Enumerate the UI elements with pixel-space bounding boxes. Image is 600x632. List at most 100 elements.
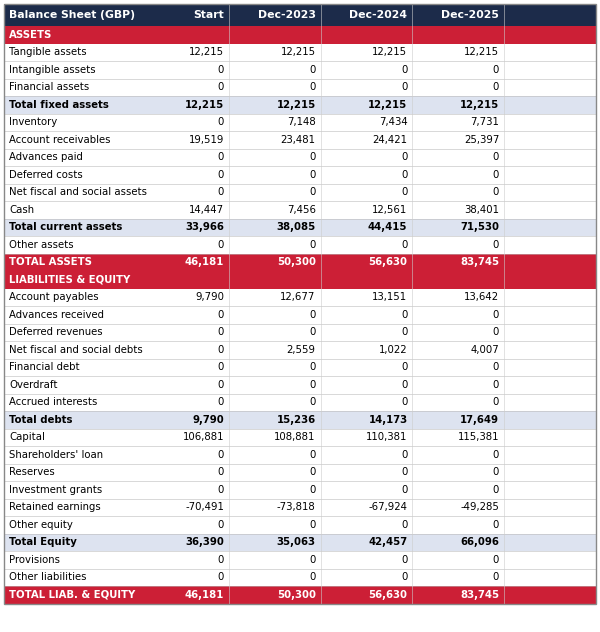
Text: 0: 0 [218, 310, 224, 320]
Text: 13,642: 13,642 [464, 292, 499, 302]
Text: Total fixed assets: Total fixed assets [9, 100, 109, 110]
Text: 0: 0 [310, 520, 316, 530]
Text: -73,818: -73,818 [277, 502, 316, 513]
Text: 0: 0 [493, 152, 499, 162]
Text: 13,151: 13,151 [373, 292, 407, 302]
Text: 0: 0 [493, 327, 499, 337]
Text: 35,063: 35,063 [277, 537, 316, 547]
Text: 0: 0 [493, 362, 499, 372]
Text: Financial debt: Financial debt [9, 362, 80, 372]
Text: 0: 0 [493, 572, 499, 582]
Text: 0: 0 [310, 152, 316, 162]
Text: Dec-2023: Dec-2023 [258, 10, 316, 20]
Text: 0: 0 [218, 398, 224, 407]
Text: 0: 0 [218, 520, 224, 530]
Text: 25,397: 25,397 [464, 135, 499, 145]
Text: 0: 0 [401, 398, 407, 407]
Bar [4, 376, 596, 394]
Text: 0: 0 [310, 64, 316, 75]
Text: 0: 0 [493, 187, 499, 197]
Text: 115,381: 115,381 [458, 432, 499, 442]
Text: 17,649: 17,649 [460, 415, 499, 425]
Text: 0: 0 [493, 310, 499, 320]
Text: -49,285: -49,285 [460, 502, 499, 513]
Text: Capital: Capital [9, 432, 45, 442]
Text: TOTAL ASSETS: TOTAL ASSETS [9, 257, 92, 267]
Text: 7,434: 7,434 [379, 118, 407, 127]
Text: 50,300: 50,300 [277, 590, 316, 600]
Text: Accrued interests: Accrued interests [9, 398, 97, 407]
Text: 0: 0 [493, 64, 499, 75]
Bar [4, 394, 596, 411]
Bar [4, 411, 596, 428]
Text: 0: 0 [401, 240, 407, 250]
Text: 0: 0 [401, 170, 407, 179]
Text: 0: 0 [401, 380, 407, 390]
Text: 83,745: 83,745 [460, 257, 499, 267]
Text: Other equity: Other equity [9, 520, 73, 530]
Bar [4, 481, 596, 499]
Text: 50,300: 50,300 [277, 257, 316, 267]
Text: 0: 0 [493, 520, 499, 530]
Bar [4, 288, 596, 306]
Text: Deferred costs: Deferred costs [9, 170, 83, 179]
Text: 1,022: 1,022 [379, 344, 407, 355]
Text: 0: 0 [401, 82, 407, 92]
Bar [4, 446, 596, 463]
Text: 0: 0 [310, 187, 316, 197]
Text: 0: 0 [218, 467, 224, 477]
Text: 71,530: 71,530 [460, 222, 499, 232]
Text: 12,215: 12,215 [373, 47, 407, 58]
Text: 7,731: 7,731 [470, 118, 499, 127]
Text: 12,215: 12,215 [189, 47, 224, 58]
Text: Other assets: Other assets [9, 240, 74, 250]
Text: Advances paid: Advances paid [9, 152, 83, 162]
Text: 0: 0 [493, 450, 499, 459]
Text: 0: 0 [218, 240, 224, 250]
Text: TOTAL LIAB. & EQUITY: TOTAL LIAB. & EQUITY [9, 590, 135, 600]
Bar [4, 149, 596, 166]
Bar [4, 96, 596, 114]
Text: 0: 0 [401, 485, 407, 495]
Text: Inventory: Inventory [9, 118, 57, 127]
Text: 0: 0 [310, 362, 316, 372]
Text: 0: 0 [310, 485, 316, 495]
Text: 19,519: 19,519 [188, 135, 224, 145]
Text: 12,215: 12,215 [277, 100, 316, 110]
Text: Shareholders' loan: Shareholders' loan [9, 450, 103, 459]
Text: 7,456: 7,456 [287, 205, 316, 215]
Bar [4, 26, 596, 44]
Text: 0: 0 [218, 555, 224, 565]
Text: 0: 0 [401, 555, 407, 565]
Text: 0: 0 [401, 572, 407, 582]
Text: 46,181: 46,181 [185, 590, 224, 600]
Bar [4, 306, 596, 324]
Text: 0: 0 [493, 380, 499, 390]
Text: 0: 0 [310, 310, 316, 320]
Bar [4, 166, 596, 183]
Text: 0: 0 [218, 82, 224, 92]
Text: 0: 0 [218, 362, 224, 372]
Text: 12,215: 12,215 [368, 100, 407, 110]
Text: 108,881: 108,881 [274, 432, 316, 442]
Bar [4, 131, 596, 149]
Text: 0: 0 [218, 118, 224, 127]
Bar [4, 271, 596, 288]
Text: 12,215: 12,215 [185, 100, 224, 110]
Bar [4, 516, 596, 533]
Text: -70,491: -70,491 [185, 502, 224, 513]
Text: ASSETS: ASSETS [9, 30, 52, 40]
Text: 0: 0 [218, 380, 224, 390]
Text: 0: 0 [310, 450, 316, 459]
Text: 0: 0 [401, 362, 407, 372]
Text: 0: 0 [401, 467, 407, 477]
Text: Tangible assets: Tangible assets [9, 47, 86, 58]
Text: 0: 0 [310, 572, 316, 582]
Text: 4,007: 4,007 [470, 344, 499, 355]
Text: 12,215: 12,215 [281, 47, 316, 58]
Text: Deferred revenues: Deferred revenues [9, 327, 103, 337]
Text: Reserves: Reserves [9, 467, 55, 477]
Text: 0: 0 [218, 450, 224, 459]
Text: Dec-2025: Dec-2025 [442, 10, 499, 20]
Text: 0: 0 [401, 64, 407, 75]
